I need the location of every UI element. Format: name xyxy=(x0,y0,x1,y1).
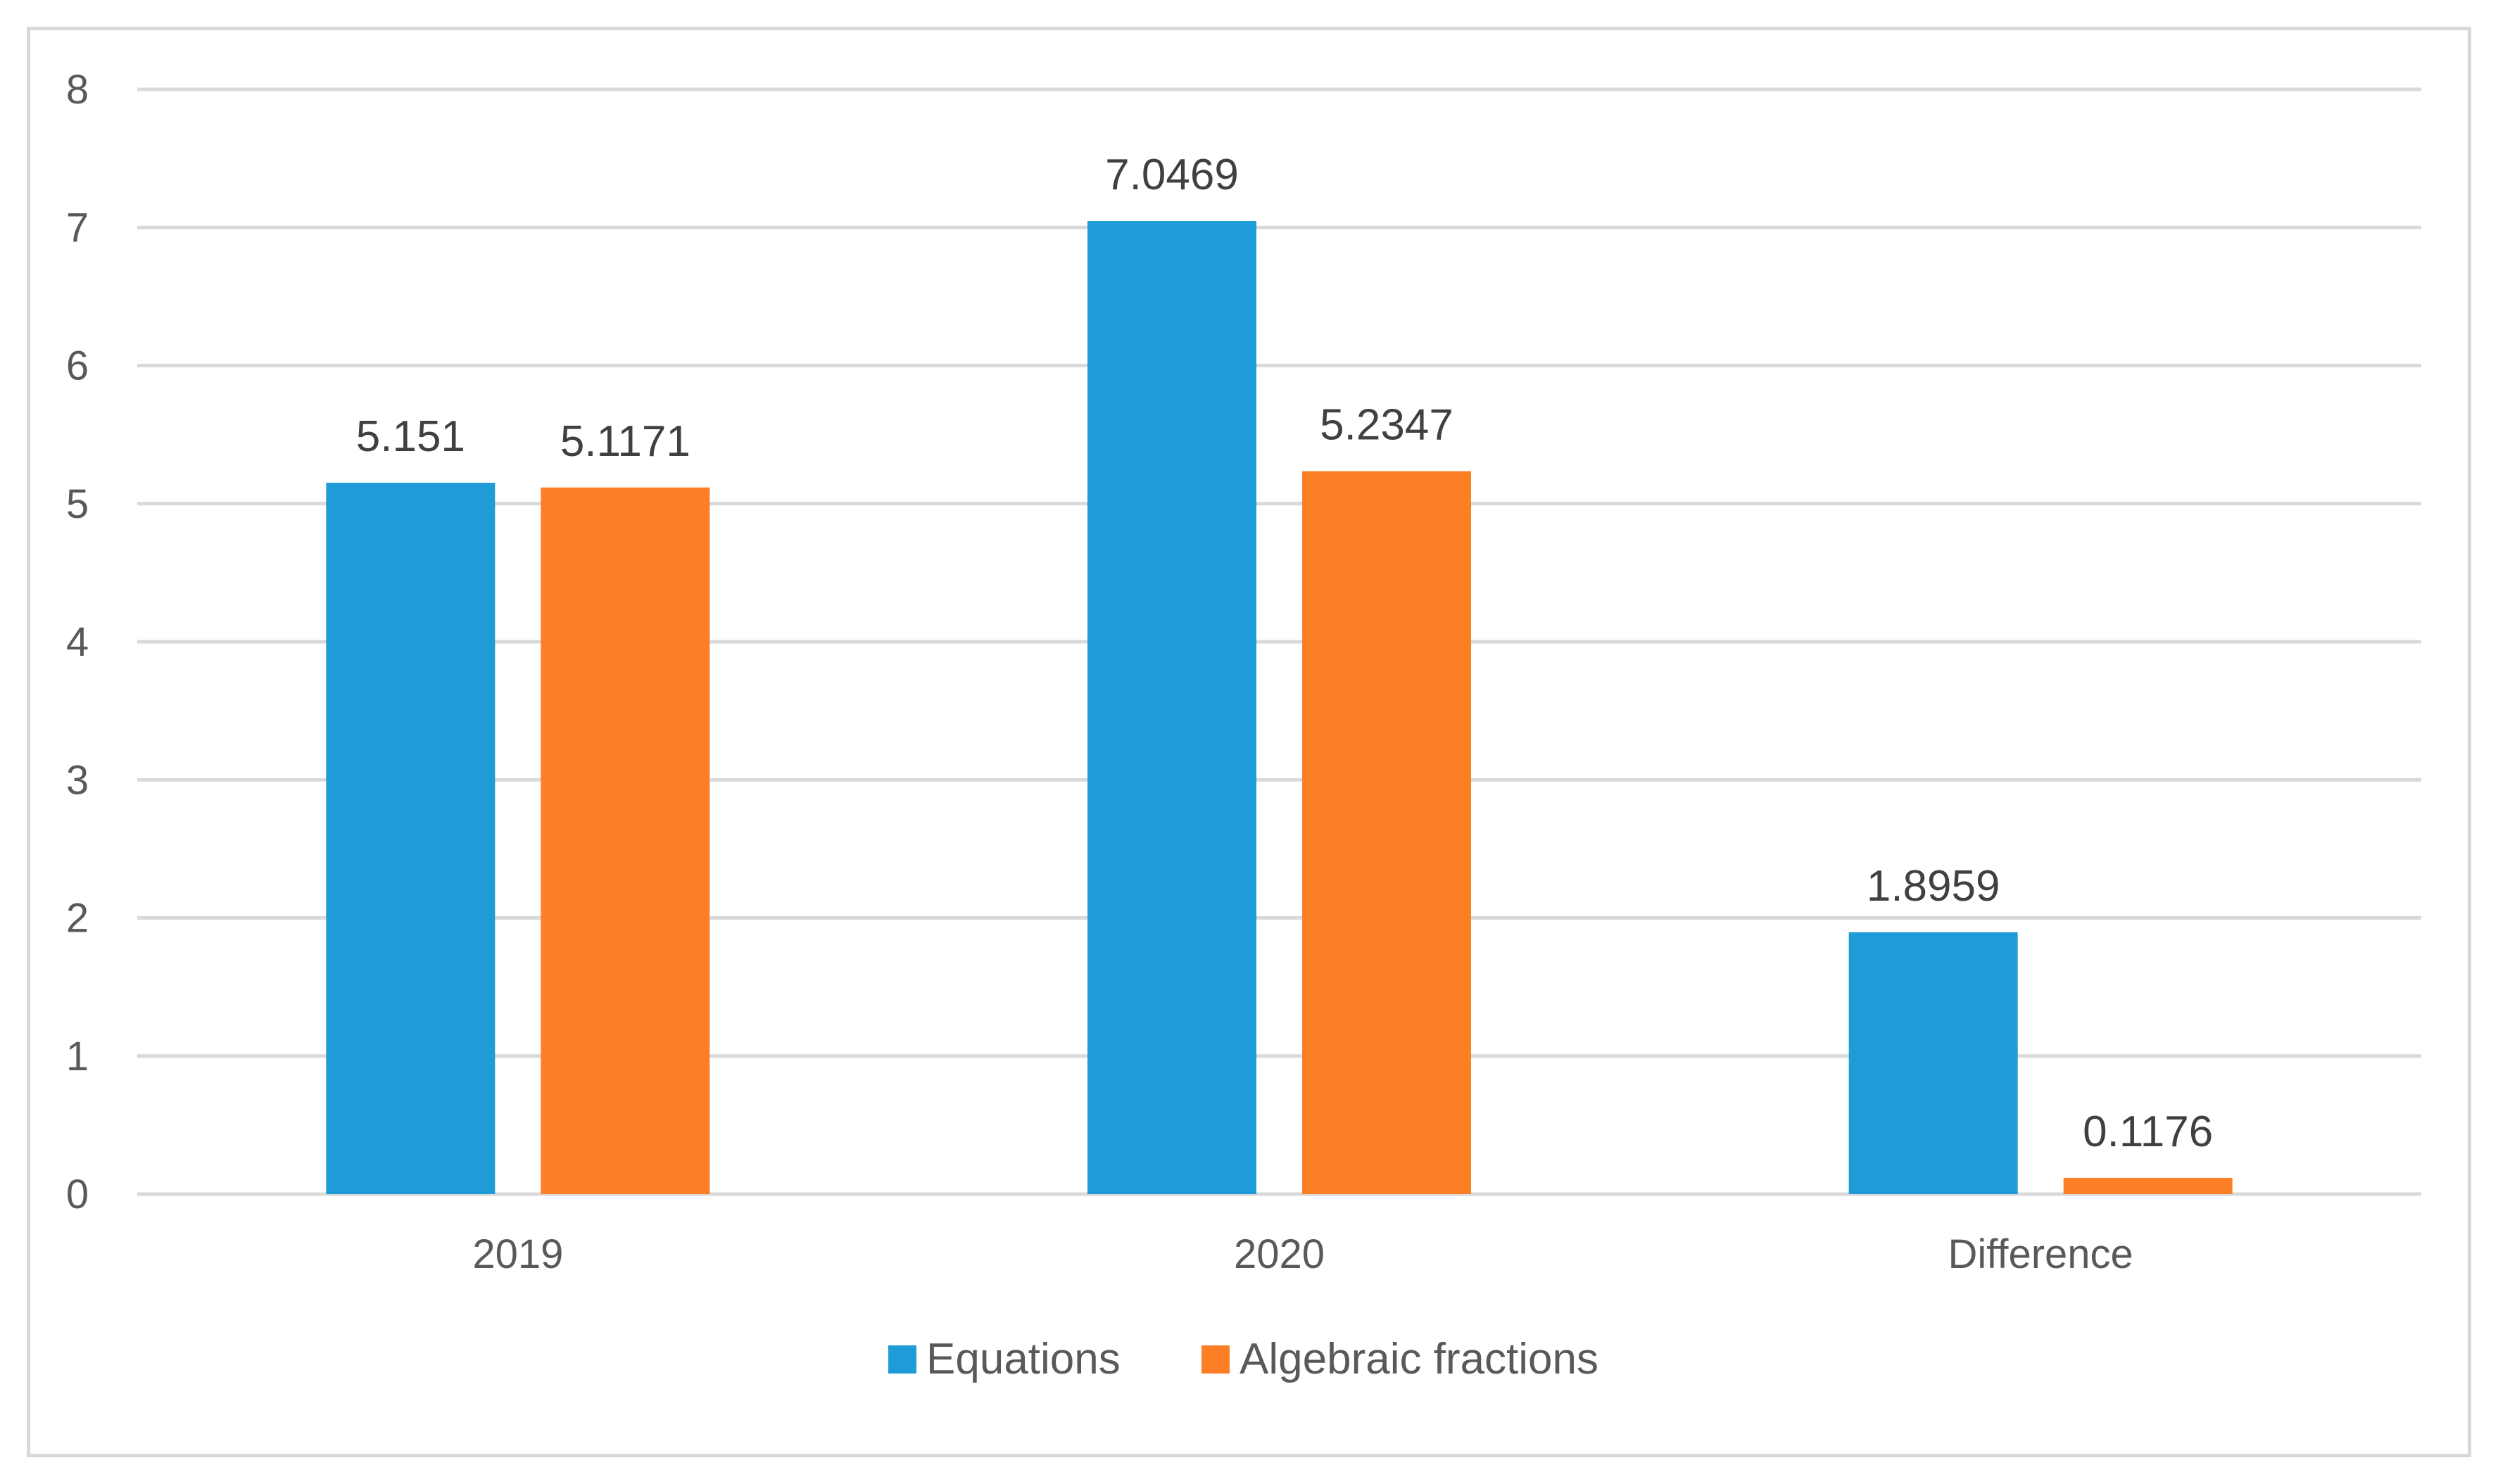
y-tick-label-7: 7 xyxy=(66,205,89,250)
y-tick-label-1: 1 xyxy=(66,1034,89,1079)
y-tick-label-4: 4 xyxy=(66,619,89,665)
y-tick-label-2: 2 xyxy=(66,896,89,941)
data-label-2020-equations: 7.0469 xyxy=(1105,151,1239,199)
bar-2020-algebraic-fractions xyxy=(1302,471,1471,1194)
y-tick-label-6: 6 xyxy=(66,343,89,389)
data-labels: 5.151 5.1171 7.0469 5.2347 1.8959 0.1176 xyxy=(356,151,2213,1156)
legend-swatch-algebraic-fractions xyxy=(1201,1345,1230,1374)
legend-label-algebraic-fractions: Algebraic fractions xyxy=(1239,1335,1598,1383)
data-label-2019-equations: 5.151 xyxy=(356,412,465,461)
x-tick-label-difference: Difference xyxy=(1948,1231,2133,1277)
data-label-2020-algebraic-fractions: 5.2347 xyxy=(1320,401,1453,450)
y-axis-tick-labels: 0 1 2 3 4 5 6 7 8 xyxy=(66,67,89,1217)
bars xyxy=(326,221,2233,1194)
y-tick-label-5: 5 xyxy=(66,481,89,527)
bar-difference-equations xyxy=(1848,932,2018,1194)
gridlines xyxy=(137,87,2421,1196)
data-label-difference-equations: 1.8959 xyxy=(1867,862,2000,911)
data-label-difference-algebraic-fractions: 0.1176 xyxy=(2083,1108,2213,1156)
x-tick-label-2020: 2020 xyxy=(1234,1231,1325,1277)
bar-2020-equations xyxy=(1087,221,1256,1194)
y-tick-label-8: 8 xyxy=(66,67,89,113)
data-label-2019-algebraic-fractions: 5.1171 xyxy=(560,417,690,466)
bar-2019-algebraic-fractions xyxy=(541,487,710,1194)
bar-2019-equations xyxy=(326,483,496,1194)
x-axis-tick-labels: 2019 2020 Difference xyxy=(472,1231,2133,1277)
legend-label-equations: Equations xyxy=(926,1335,1121,1383)
legend-swatch-equations xyxy=(888,1345,916,1374)
y-tick-label-0: 0 xyxy=(66,1172,89,1217)
legend: Equations Algebraic fractions xyxy=(888,1335,1598,1383)
bar-difference-algebraic-fractions xyxy=(2063,1177,2233,1194)
y-tick-label-3: 3 xyxy=(66,757,89,803)
x-tick-label-2019: 2019 xyxy=(472,1231,563,1277)
